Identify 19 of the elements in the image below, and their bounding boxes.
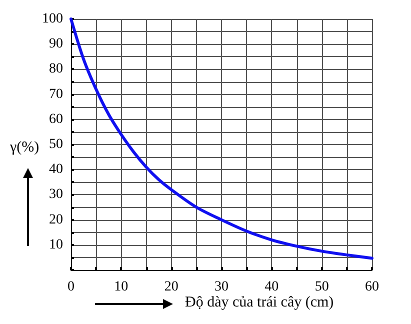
y-tick-label: 80 [49, 62, 63, 77]
y-tick-label: 20 [49, 212, 63, 228]
x-tick-label: 20 [164, 280, 178, 294]
y-tick-label: 40 [49, 162, 63, 178]
x-tick-label: 60 [365, 280, 379, 294]
y-tick-label: 70 [49, 86, 63, 102]
y-axis-title: γ(%) [9, 140, 40, 156]
x-tick-label: 0 [68, 280, 74, 294]
y-tick-label: 50 [49, 137, 63, 152]
x-axis-title: Độ dày của trái cây (cm) [185, 294, 334, 310]
x-tick-label: 50 [314, 280, 329, 294]
x-tick-label: 40 [264, 280, 279, 294]
y-tick-label: 30 [49, 187, 63, 202]
y-tick-label: 100 [42, 12, 63, 26]
y-tick-label: 60 [49, 112, 63, 127]
y-tick-label: 10 [49, 237, 63, 252]
x-tick-label: 30 [214, 280, 228, 294]
y-tick-label: 90 [49, 36, 63, 52]
x-tick-label: 10 [114, 280, 128, 294]
